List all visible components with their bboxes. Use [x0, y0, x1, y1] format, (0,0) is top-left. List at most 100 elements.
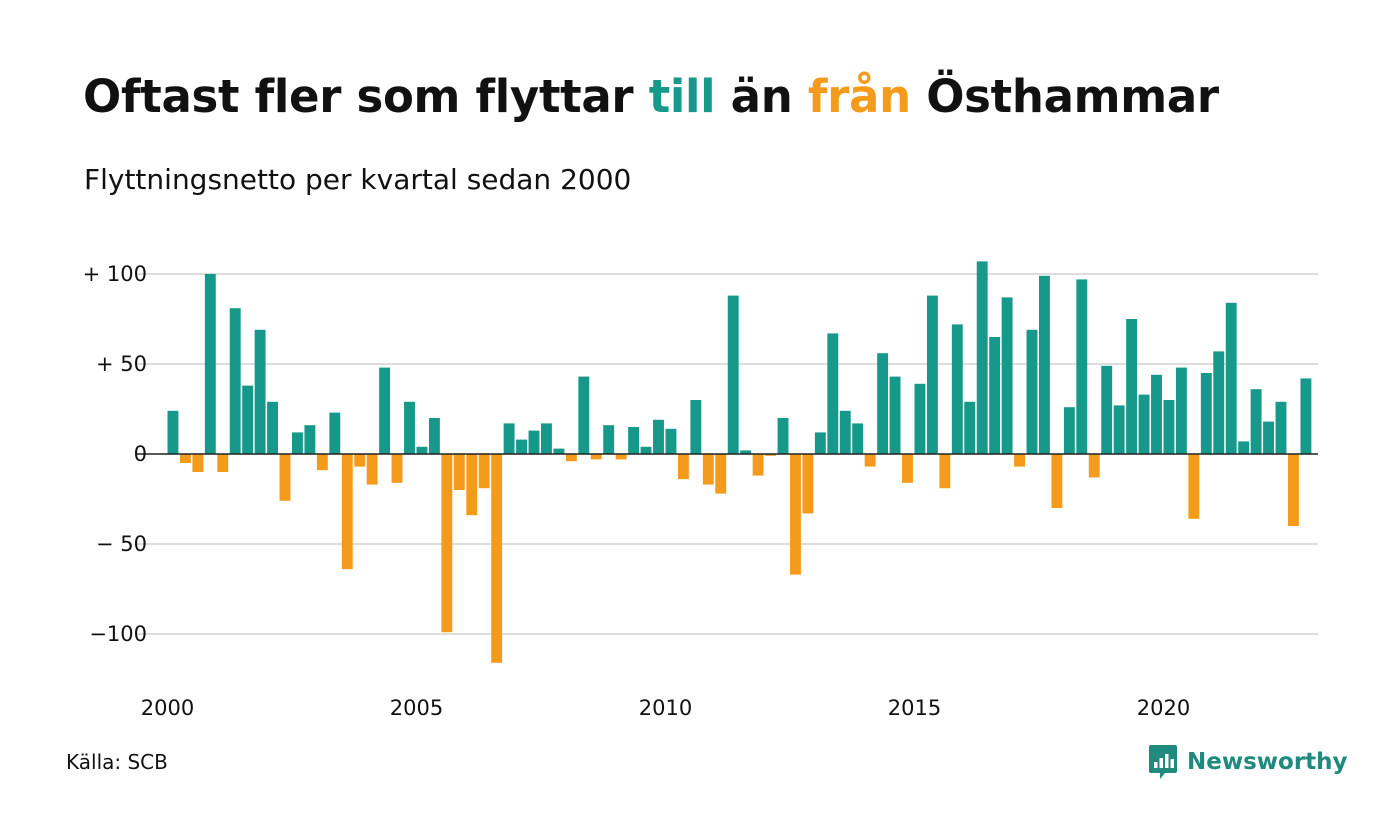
y-tick-label: + 100 — [83, 262, 147, 286]
bar — [1051, 454, 1063, 508]
bar — [1014, 454, 1025, 467]
bar — [1238, 441, 1250, 454]
newsworthy-logo: Newsworthy — [1148, 742, 1348, 782]
bar — [503, 423, 515, 454]
bar — [1175, 367, 1187, 454]
bar — [839, 410, 851, 454]
bar — [1088, 454, 1100, 478]
bar — [453, 454, 465, 490]
bar — [553, 448, 565, 454]
bar — [864, 454, 876, 467]
bar — [192, 454, 204, 472]
bar — [428, 418, 440, 454]
bar — [341, 454, 353, 570]
bar — [889, 376, 901, 454]
bar — [1063, 407, 1075, 454]
bar — [1026, 329, 1038, 454]
bar — [603, 425, 615, 454]
bar — [1101, 365, 1113, 454]
bar — [914, 383, 926, 454]
y-tick-label: + 50 — [96, 352, 147, 376]
bar — [1126, 319, 1138, 454]
bar — [1039, 275, 1050, 454]
title-part-1: Oftast fler som flyttar — [83, 70, 649, 123]
bar — [1188, 454, 1200, 519]
bar — [528, 430, 540, 454]
bar — [1001, 297, 1013, 454]
bar — [167, 410, 179, 454]
bar — [578, 376, 590, 454]
x-tick-label: 2005 — [390, 696, 443, 720]
bar — [852, 423, 864, 454]
x-tick-label: 2015 — [888, 696, 941, 720]
bar — [1300, 378, 1312, 454]
bar — [877, 353, 889, 454]
bar — [964, 401, 976, 454]
bar — [1213, 351, 1225, 454]
bar — [516, 439, 527, 454]
title-part-3: än — [715, 70, 808, 123]
gridlines — [136, 273, 1318, 635]
title-part-5: Östhammar — [910, 70, 1219, 123]
bar — [416, 446, 428, 454]
bar — [640, 446, 652, 454]
bar — [702, 454, 714, 485]
bar — [976, 261, 988, 454]
x-tick-label: 2020 — [1137, 696, 1190, 720]
bar — [541, 423, 552, 454]
bar — [491, 454, 503, 663]
x-tick-labels: 2000 2005 2010 2015 2020 — [141, 696, 1190, 720]
bar — [267, 401, 278, 454]
bar — [1263, 421, 1274, 454]
bar — [777, 418, 789, 454]
bar — [802, 454, 814, 514]
bar — [229, 308, 241, 454]
bar — [765, 454, 776, 456]
bar — [478, 454, 490, 489]
bar — [665, 428, 677, 454]
bar — [653, 419, 664, 454]
newsworthy-logo-text: Newsworthy — [1187, 749, 1348, 775]
bar — [466, 454, 478, 516]
bar — [677, 454, 689, 480]
bars — [167, 261, 1312, 663]
bar — [441, 454, 453, 633]
y-tick-label: −100 — [89, 622, 147, 646]
bar — [1163, 400, 1175, 454]
bar — [1200, 373, 1212, 454]
bar — [1113, 405, 1125, 454]
bar — [292, 432, 303, 454]
source-note: Källa: SCB — [66, 750, 168, 774]
bar — [279, 454, 291, 501]
bar — [379, 367, 391, 454]
bar — [590, 454, 602, 460]
bar — [715, 454, 727, 494]
bar — [1076, 279, 1088, 454]
bar — [304, 425, 316, 454]
bar — [690, 400, 702, 454]
bar — [740, 450, 752, 454]
bar — [615, 454, 627, 460]
bar — [354, 454, 366, 467]
title-word-fran: från — [807, 70, 911, 123]
bar — [565, 454, 577, 462]
bar — [727, 295, 739, 454]
bar — [628, 427, 640, 454]
bar — [254, 329, 266, 454]
bar — [179, 454, 191, 463]
bar-chart: + 100 + 50 0 − 50 −100 2000 2005 2010 2015 2020 — [83, 261, 1318, 720]
bar — [1288, 454, 1299, 526]
x-tick-label: 2010 — [639, 696, 692, 720]
bar — [926, 295, 938, 454]
bar — [1275, 401, 1287, 454]
bar — [790, 454, 801, 575]
bar — [1151, 374, 1162, 454]
bar — [1225, 302, 1237, 454]
bar — [752, 454, 764, 476]
bar — [1138, 394, 1150, 454]
bar — [951, 324, 963, 454]
y-tick-label: − 50 — [96, 532, 147, 556]
title-word-till: till — [648, 70, 716, 123]
bar — [939, 454, 951, 489]
bar — [989, 337, 1001, 454]
